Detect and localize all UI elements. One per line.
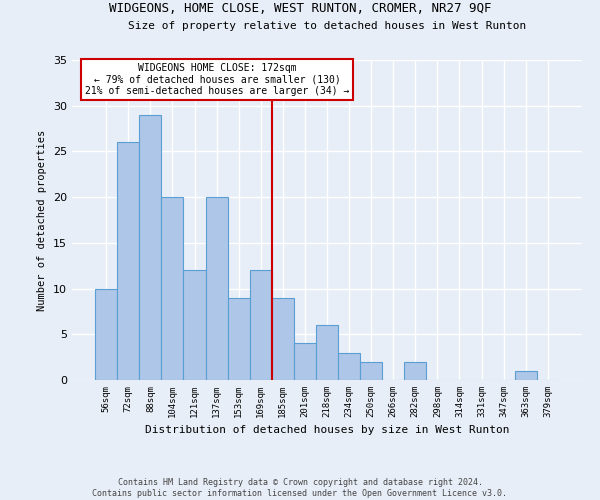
Text: Contains HM Land Registry data © Crown copyright and database right 2024.
Contai: Contains HM Land Registry data © Crown c… <box>92 478 508 498</box>
Bar <box>206 197 227 380</box>
Bar <box>117 142 139 380</box>
Bar <box>227 298 250 380</box>
Bar <box>161 197 184 380</box>
Text: WIDGEONS, HOME CLOSE, WEST RUNTON, CROMER, NR27 9QF: WIDGEONS, HOME CLOSE, WEST RUNTON, CROME… <box>109 2 491 16</box>
Bar <box>139 115 161 380</box>
Title: Size of property relative to detached houses in West Runton: Size of property relative to detached ho… <box>128 22 526 32</box>
Bar <box>360 362 382 380</box>
Bar <box>338 352 360 380</box>
Bar <box>316 325 338 380</box>
Bar <box>294 344 316 380</box>
Bar <box>404 362 427 380</box>
Y-axis label: Number of detached properties: Number of detached properties <box>37 130 47 310</box>
Bar <box>184 270 206 380</box>
Bar <box>515 371 537 380</box>
X-axis label: Distribution of detached houses by size in West Runton: Distribution of detached houses by size … <box>145 426 509 436</box>
Bar <box>272 298 294 380</box>
Text: WIDGEONS HOME CLOSE: 172sqm
← 79% of detached houses are smaller (130)
21% of se: WIDGEONS HOME CLOSE: 172sqm ← 79% of det… <box>85 63 350 96</box>
Bar <box>250 270 272 380</box>
Bar <box>95 288 117 380</box>
